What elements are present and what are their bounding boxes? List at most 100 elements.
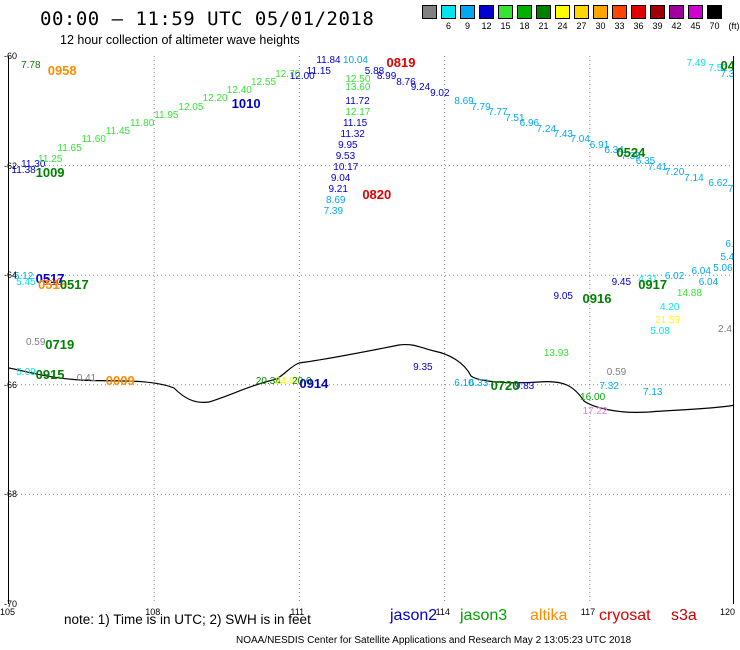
scale-tick-label: 9 <box>464 21 470 31</box>
map-subtitle: 12 hour collection of altimeter wave hei… <box>60 33 300 47</box>
wave-height-value: 9.95 <box>338 139 358 151</box>
wave-height-value: 0.59 <box>606 367 627 379</box>
scale-tick-label: 15 <box>500 21 511 31</box>
latitude-label: -64 <box>4 270 18 281</box>
scale-swatch <box>631 5 646 19</box>
graticule <box>9 56 733 604</box>
pass-time-label: 0517 <box>35 271 65 287</box>
wave-height-value: 6.02 <box>664 271 685 283</box>
pass-time-label: 0009 <box>105 372 135 388</box>
scale-swatch <box>517 5 532 19</box>
wave-height-value: 7.39 <box>323 205 344 217</box>
wave-height-value: 7.78 <box>21 60 41 72</box>
pass-time-label: 0917 <box>638 276 668 292</box>
wave-height-value: 12.55 <box>251 76 277 88</box>
wave-height-value: 5.88 <box>364 65 385 77</box>
map-title: 00:00 – 11:59 UTC 05/01/2018 <box>40 8 375 30</box>
wave-height-value: 7.41 <box>647 161 668 173</box>
wave-height-value: 7.14 <box>684 172 704 184</box>
wave-height-value: 6.96 <box>519 118 540 130</box>
wave-height-value: 5.08 <box>650 326 670 338</box>
pass-time-label: 0820 <box>362 186 392 202</box>
wave-height-value: 2.41 <box>718 323 733 335</box>
wave-height-value: 11.15 <box>342 118 368 130</box>
wave-height-value: 12.00 <box>289 71 315 83</box>
pass-time-label: 0423 <box>720 57 734 73</box>
wave-height-value: 8.69 <box>326 194 346 206</box>
wave-height-value: 6.2 <box>725 238 734 250</box>
wave-height-value: 7.20 <box>664 167 685 179</box>
scale-swatch <box>707 5 722 19</box>
pass-time-label: 0720 <box>490 378 520 394</box>
scale-swatch <box>574 5 589 19</box>
pass-time-label: 0524 <box>616 145 646 161</box>
scale-tick-label: 6 <box>445 21 451 31</box>
wave-height-value: 21.59 <box>655 315 681 327</box>
wave-height-value: 20.34 <box>255 375 281 387</box>
wave-height-value: 11.45 <box>105 126 131 138</box>
pass-time-label: 1009 <box>35 164 65 180</box>
scale-swatch <box>688 5 703 19</box>
scale-tick-label: 24 <box>557 21 568 31</box>
wave-height-value: 6.04 <box>698 276 719 288</box>
wave-height-value: 12.20 <box>202 93 228 105</box>
wave-height-value: 12.05 <box>178 101 204 113</box>
wave-height-value: 8.76 <box>396 76 416 88</box>
wave-height-value: 4.31 <box>638 274 658 286</box>
pass-time-label: 0719 <box>45 337 75 353</box>
scale-tick-label: 21 <box>538 21 549 31</box>
wave-height-value: 7.79 <box>471 101 491 113</box>
wave-height-value: 8.99 <box>376 71 397 83</box>
scale-tick-label: 27 <box>576 21 587 31</box>
footnote: note: 1) Time is in UTC; 2) SWH is in fe… <box>64 612 311 627</box>
wave-height-value: 6.33 <box>468 378 489 390</box>
scale-swatch <box>441 5 456 19</box>
scale-swatch <box>479 5 494 19</box>
scale-tick-label: 36 <box>633 21 644 31</box>
scale-tick-label: 18 <box>519 21 530 31</box>
wave-height-value: 11.30 <box>21 159 46 171</box>
pass-time-label: 1010 <box>231 96 261 112</box>
scale-tick-label: 45 <box>690 21 701 31</box>
wave-height-value: 0.59 <box>25 337 46 349</box>
longitude-label: 120 <box>720 607 736 617</box>
wave-height-value: 9.05 <box>553 290 573 302</box>
pass-time-label: 0914 <box>299 375 329 391</box>
wave-height-value: 7.24 <box>536 123 557 135</box>
wave-height-value: 13.60 <box>345 82 371 94</box>
legend-entry-cryosat: cryosat <box>599 607 651 624</box>
wave-height-value: 7.77 <box>488 107 508 119</box>
wave-height-value: 11.15 <box>306 65 331 77</box>
wave-height-value: 7.9 <box>733 75 734 85</box>
scale-unit: (ft) <box>728 21 740 31</box>
pass-time-label: 0516 <box>38 276 67 292</box>
longitude-label: 114 <box>435 607 450 617</box>
wave-height-value: 11.65 <box>57 142 82 154</box>
pass-time-label: 0916 <box>582 290 612 306</box>
wave-height-value: 7.04 <box>570 134 590 146</box>
pass-time-label: 0915 <box>35 367 65 383</box>
wave-height-value: 5.45 <box>16 276 36 288</box>
wave-height-value: 7.13 <box>643 386 663 398</box>
wave-height-value: 11.84 <box>316 56 341 66</box>
pass-time-label: 0958 <box>47 63 77 79</box>
wave-height-value: 11.25 <box>38 153 63 165</box>
wave-height-value: 9.21 <box>328 183 348 195</box>
coastline-map <box>9 56 733 604</box>
wave-height-value: 5.42 <box>720 252 734 264</box>
scale-swatch <box>650 5 665 19</box>
scale-swatch <box>669 5 684 19</box>
scale-tick-label: 42 <box>671 21 682 31</box>
wave-height-value: 8.69 <box>454 96 474 108</box>
legend-entry-altika: altika <box>530 607 568 624</box>
wave-height-value: 6.91 <box>589 139 610 151</box>
wave-height-value: 11.60 <box>81 134 106 146</box>
wave-height-value: 5.06 <box>713 263 733 275</box>
wave-height-value: 9.02 <box>430 87 450 99</box>
legend-entry-jason2: jason2 <box>390 607 438 624</box>
pass-time-label: 0819 <box>386 56 416 70</box>
latitude-label: -62 <box>4 160 18 171</box>
wave-height-value: 7.49 <box>686 57 707 69</box>
scale-swatch <box>593 5 608 19</box>
wave-height-value: 7.38 <box>621 150 641 162</box>
